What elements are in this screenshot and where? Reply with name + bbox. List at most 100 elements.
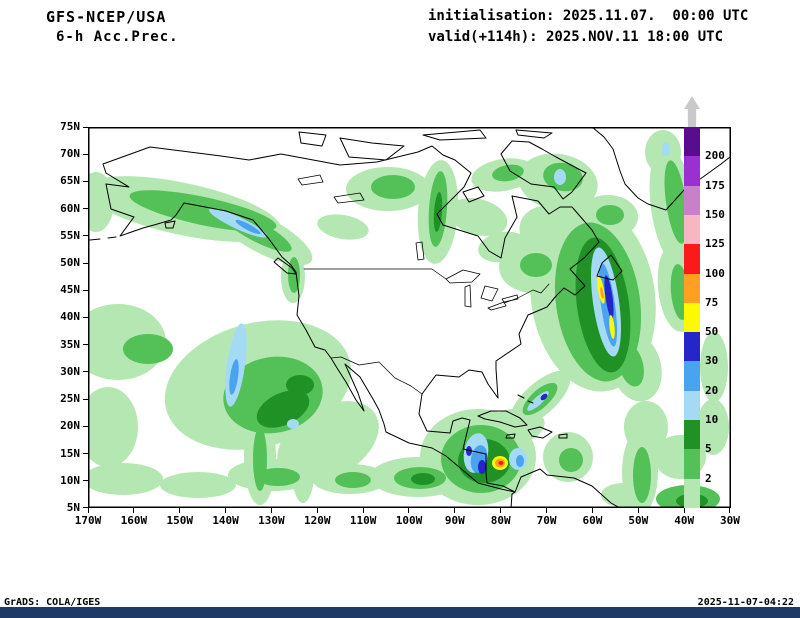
lon-label: 60W xyxy=(582,514,603,527)
lon-tick xyxy=(637,508,639,513)
precip-cell-r xyxy=(498,461,504,465)
coastline-hispaniola xyxy=(527,426,553,439)
precip-cell-g1 xyxy=(160,472,236,498)
lon-tick xyxy=(133,508,135,513)
coastline-cuba xyxy=(477,410,528,428)
precip-cell-g2 xyxy=(664,160,688,244)
precip-cell-g1 xyxy=(88,463,163,495)
lat-label: 60N xyxy=(60,201,80,215)
lon-label: 40W xyxy=(674,514,695,527)
coastline-arctic-islands xyxy=(422,129,553,203)
precip-cell-g1 xyxy=(291,427,315,503)
colorbar-arrow xyxy=(684,96,700,127)
precip-cell-b3 xyxy=(604,275,614,319)
precip-cell-b3 xyxy=(478,460,486,474)
coastlines xyxy=(89,127,731,508)
lon-label: 100W xyxy=(395,514,423,527)
precip-cell-g1 xyxy=(88,172,114,232)
lon-label: 170W xyxy=(74,514,102,527)
coastline-greenland xyxy=(591,127,731,211)
lat-label: 55N xyxy=(60,228,80,242)
lon-tick xyxy=(546,508,548,513)
lon-tick xyxy=(225,508,227,513)
great-lakes xyxy=(297,174,519,311)
lon-label: 150W xyxy=(166,514,193,527)
lon-label: 80W xyxy=(490,514,511,527)
lat-label: 35N xyxy=(60,337,80,351)
grads-credit: GrADS: COLA/IGES xyxy=(4,597,101,608)
init-time-label: initialisation: 2025.11.07. 00:00 UTC xyxy=(428,8,749,24)
lon-label: 160W xyxy=(120,514,148,527)
precip-cell-g3 xyxy=(411,473,435,485)
coastline-banks-island xyxy=(298,131,327,147)
precip-cell-g1 xyxy=(317,214,369,240)
precip-cell-g2 xyxy=(256,468,300,486)
lon-tick xyxy=(87,508,89,513)
lon-tick xyxy=(500,508,502,513)
precip-cell-g2 xyxy=(492,164,524,182)
precip-cell-g1 xyxy=(624,401,668,453)
precip-cell-g2 xyxy=(596,205,624,225)
lon-label: 50W xyxy=(628,514,649,527)
lat-label: 65N xyxy=(60,174,80,188)
precip-cell-o xyxy=(600,287,604,299)
map-frame xyxy=(88,127,731,508)
generation-timestamp: 2025-11-07-04:22 xyxy=(697,597,794,608)
lat-label: 30N xyxy=(60,364,80,378)
coastline-vancouver-island xyxy=(273,257,297,275)
precip-cell-g3 xyxy=(256,390,310,428)
precip-cell-g2 xyxy=(633,447,651,503)
bottom-bar xyxy=(0,607,800,618)
precip-cell-b3 xyxy=(466,446,472,456)
lon-label: 90W xyxy=(444,514,465,527)
precip-cell-g2 xyxy=(123,334,173,364)
coastline-baffin-island xyxy=(500,140,587,200)
lat-label: 75N xyxy=(60,120,80,133)
lon-tick xyxy=(408,508,410,513)
precip-cell-g2 xyxy=(371,175,415,199)
lat-label: 70N xyxy=(60,147,80,161)
precip-cell-b1 xyxy=(662,142,670,156)
precip-cell-b2 xyxy=(516,455,524,467)
precipitation-layer xyxy=(88,130,729,508)
precip-cell-g1 xyxy=(700,332,728,402)
precip-cell-g1 xyxy=(448,197,508,237)
coastline-puerto-rico xyxy=(558,433,568,439)
lat-label: 45N xyxy=(60,283,80,297)
model-title: GFS-NCEP/USA xyxy=(46,8,167,26)
product-title: 6-h Acc.Prec. xyxy=(56,29,179,45)
precip-cell-g3 xyxy=(433,192,443,232)
map-canvas xyxy=(88,127,731,508)
lat-label: 5N xyxy=(66,500,80,514)
coastline-south-america xyxy=(510,468,621,508)
lon-tick xyxy=(683,508,685,513)
lon-label: 130W xyxy=(258,514,285,527)
precip-cell-g3 xyxy=(676,494,708,508)
lon-tick xyxy=(729,508,731,513)
coastline-kodiak-island xyxy=(164,220,176,229)
lon-tick xyxy=(591,508,593,513)
coastline-bahamas xyxy=(517,394,534,404)
precip-cell-g1 xyxy=(697,399,729,455)
coastline-aleutian-islands xyxy=(89,236,117,241)
precip-cell-b2 xyxy=(229,359,239,395)
lat-label: 40N xyxy=(60,310,80,324)
precip-cell-b1 xyxy=(554,169,566,185)
lon-label: 70W xyxy=(536,514,557,527)
precip-cell-g3 xyxy=(286,375,314,395)
lat-label: 50N xyxy=(60,256,80,270)
lon-label: 140W xyxy=(212,514,239,527)
precip-cell-g1 xyxy=(88,387,138,467)
lon-tick xyxy=(362,508,364,513)
lon-label: 110W xyxy=(349,514,377,527)
lon-tick xyxy=(270,508,272,513)
lon-tick xyxy=(454,508,456,513)
lon-label: 30W xyxy=(720,514,740,527)
lon-tick xyxy=(179,508,181,513)
precip-cell-g2 xyxy=(253,427,267,491)
precip-cell-g2 xyxy=(335,472,371,488)
precip-cell-g2 xyxy=(559,448,583,472)
precip-cell-b3 xyxy=(540,393,548,401)
lon-label: 120W xyxy=(304,514,331,527)
